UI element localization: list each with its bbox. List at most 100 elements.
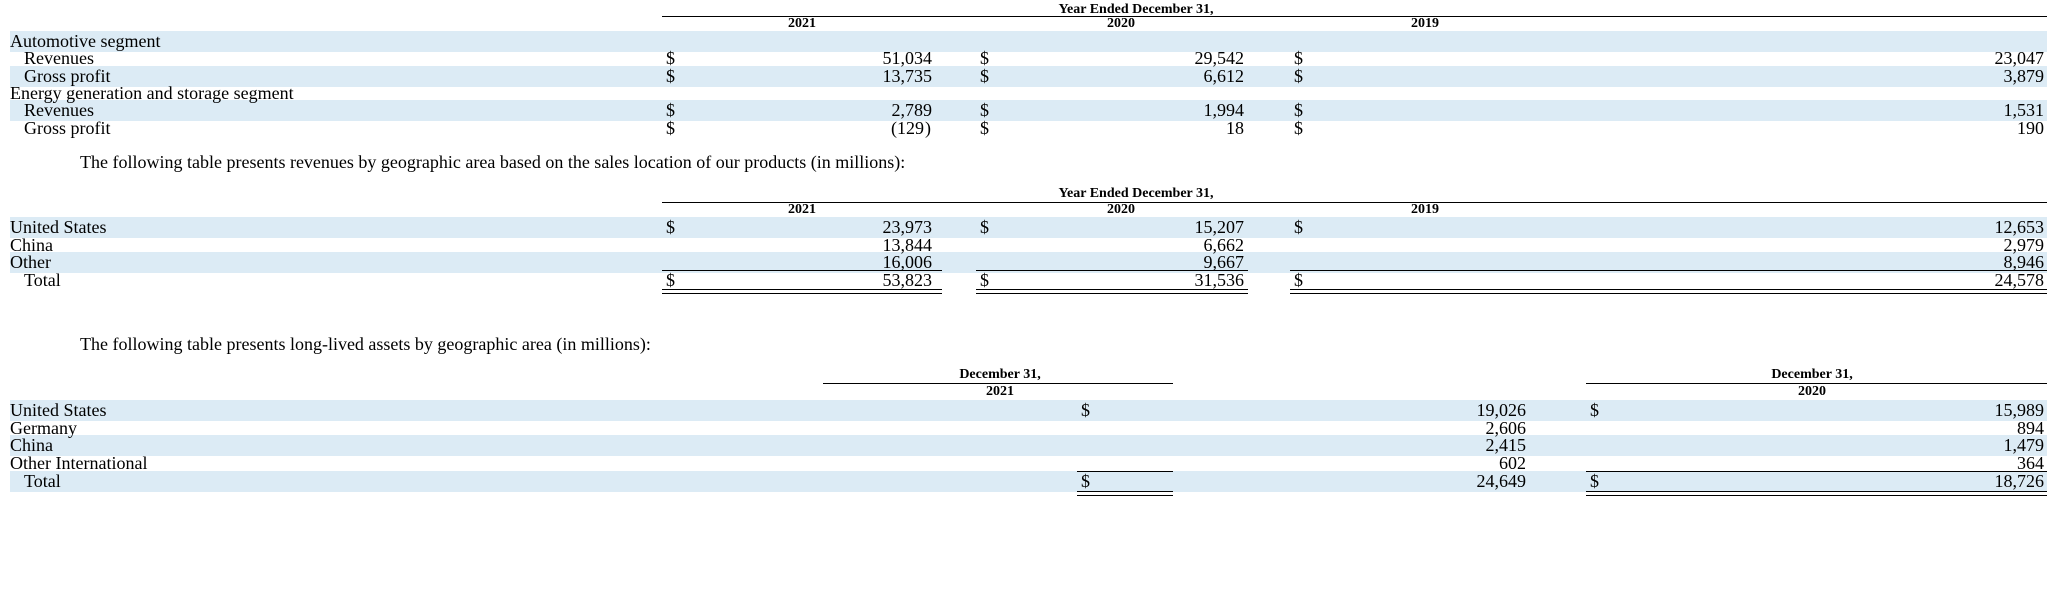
assets-cell: 2,415 [1485, 435, 1527, 455]
dollar-sign: $ [980, 118, 989, 138]
assets-row-label: Germany [10, 418, 77, 438]
dollar-sign: $ [1294, 66, 1303, 86]
dollar-sign: $ [1590, 471, 1599, 491]
dollar-sign: $ [666, 48, 675, 68]
revenue-cell: 12,653 [1994, 217, 2045, 237]
assets-total-cell: 24,649 [1476, 471, 1527, 491]
total-double-rule [662, 289, 942, 294]
dollar-sign: $ [1590, 400, 1599, 420]
revenue-total-cell: 31,536 [1194, 270, 1245, 290]
segment-cell: 29,542 [1194, 48, 1245, 68]
segment-year-2019: 2019 [1411, 16, 1439, 31]
dollar-sign: $ [1294, 100, 1303, 120]
dollar-sign: $ [1294, 217, 1303, 237]
segment-cell: 3,879 [2003, 66, 2045, 86]
revenue-period-header: Year Ended December 31, [1058, 186, 1214, 201]
revenue-header-rule [662, 202, 2047, 203]
close-paren: ) [925, 118, 931, 138]
segment-year-2021: 2021 [788, 16, 816, 31]
revenue-year-2021: 2021 [788, 202, 816, 217]
assets-col1-header-line1: December 31, [959, 367, 1041, 382]
revenue-year-2019: 2019 [1411, 202, 1439, 217]
revenue-cell: 9,667 [1203, 252, 1245, 272]
assets-total-label: Total [24, 471, 61, 491]
assets-col1-header-line2: 2021 [986, 384, 1014, 399]
assets-cell: 1,479 [2003, 435, 2045, 455]
assets-col2-header-line1: December 31, [1771, 367, 1853, 382]
dollar-sign: $ [666, 118, 675, 138]
segment-row-label: Gross profit [24, 66, 111, 86]
revenue-cell: 15,207 [1194, 217, 1245, 237]
dollar-sign: $ [980, 48, 989, 68]
assets-cell: 19,026 [1476, 400, 1527, 420]
revenue-cell: 6,662 [1203, 235, 1245, 255]
segment-row-label: Automotive segment [10, 31, 161, 51]
assets-header-rule [1586, 383, 2047, 384]
segment-row-label: Revenues [24, 100, 94, 120]
row-band [10, 31, 2047, 52]
revenue-row-label: United States [10, 217, 107, 237]
row-band [10, 400, 2047, 421]
revenue-total-cell: 53,823 [882, 270, 933, 290]
revenue-cell: 13,844 [882, 235, 933, 255]
segment-row-label: Gross profit [24, 118, 111, 138]
assets-cell: 364 [2017, 453, 2044, 473]
dollar-sign: $ [1081, 400, 1090, 420]
assets-intro-text: The following table presents long-lived … [80, 334, 651, 354]
segment-cell: 18 [1226, 118, 1244, 138]
dollar-sign: $ [666, 100, 675, 120]
dollar-sign: $ [1081, 471, 1090, 491]
dollar-sign: $ [980, 66, 989, 86]
subtotal-rule [976, 270, 1248, 271]
revenue-cell: 23,973 [882, 217, 933, 237]
assets-row-label: Other International [10, 453, 148, 473]
segment-header-rule [662, 16, 2047, 17]
revenue-cell: 8,946 [2003, 252, 2045, 272]
segment-cell: 2,789 [891, 100, 933, 120]
segment-cell: 23,047 [1994, 48, 2045, 68]
assets-cell: 2,606 [1485, 418, 1527, 438]
row-band [10, 435, 2047, 456]
segment-cell: (129 [891, 118, 924, 138]
row-band [10, 217, 2047, 238]
revenue-cell: 2,979 [2003, 235, 2045, 255]
assets-row-label: China [10, 435, 53, 455]
dollar-sign: $ [666, 270, 675, 290]
subtotal-rule [1586, 471, 2047, 472]
total-double-rule [1586, 491, 2047, 496]
revenue-intro-text: The following table presents revenues by… [80, 152, 906, 172]
dollar-sign: $ [980, 217, 989, 237]
assets-header-rule [823, 383, 1173, 384]
dollar-sign: $ [666, 66, 675, 86]
subtotal-rule [1290, 270, 2047, 271]
revenue-year-2020: 2020 [1107, 202, 1135, 217]
revenue-row-label: China [10, 235, 53, 255]
revenue-row-label: Other [10, 252, 51, 272]
dollar-sign: $ [1294, 48, 1303, 68]
dollar-sign: $ [980, 100, 989, 120]
segment-period-header: Year Ended December 31, [1058, 2, 1214, 17]
segment-cell: 13,735 [882, 66, 933, 86]
segment-cell: 1,531 [2003, 100, 2045, 120]
subtotal-rule [1077, 471, 1173, 472]
segment-cell: 1,994 [1203, 100, 1245, 120]
dollar-sign: $ [1294, 118, 1303, 138]
segment-row-label: Revenues [24, 48, 94, 68]
dollar-sign: $ [666, 217, 675, 237]
segment-cell: 6,612 [1203, 66, 1245, 86]
total-double-rule [1290, 289, 2047, 294]
segment-cell: 190 [2017, 118, 2044, 138]
row-band [10, 471, 2047, 492]
row-band [10, 100, 2047, 121]
row-band [10, 66, 2047, 87]
dollar-sign: $ [980, 270, 989, 290]
segment-cell: 51,034 [882, 48, 933, 68]
row-band [10, 252, 2047, 273]
revenue-cell: 16,006 [882, 252, 933, 272]
assets-cell: 894 [2017, 418, 2044, 438]
revenue-total-cell: 24,578 [1994, 270, 2045, 290]
segment-row-label: Energy generation and storage segment [10, 83, 294, 103]
revenue-total-label: Total [24, 270, 61, 290]
assets-total-cell: 18,726 [1994, 471, 2045, 491]
subtotal-rule [662, 270, 942, 271]
